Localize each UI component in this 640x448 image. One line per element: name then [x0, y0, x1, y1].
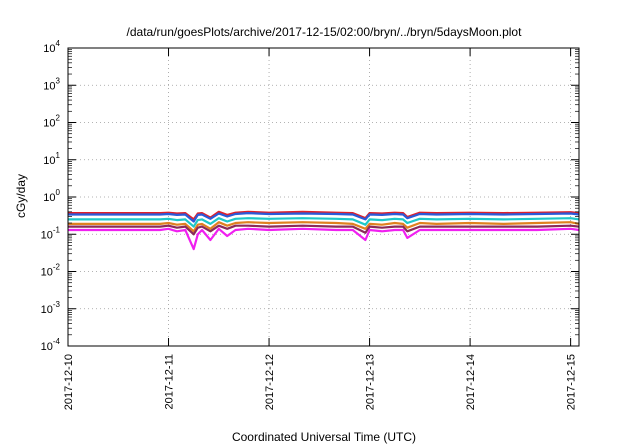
x-tick-label: 2017-12-12	[264, 354, 276, 410]
series-line	[68, 212, 580, 223]
x-axis-label: Coordinated Universal Time (UTC)	[232, 430, 416, 444]
x-ticks: 2017-12-10 2017-12-11 2017-12-12 2017-12-13…	[63, 48, 578, 410]
series-line	[68, 224, 580, 236]
plot-frame	[67, 47, 580, 347]
series-line	[68, 210, 580, 221]
y-tick-label: 10-2	[41, 263, 61, 279]
x-tick-label: 2017-12-15	[566, 354, 578, 410]
series-line	[68, 227, 580, 251]
chart-title: /data/run/goesPlots/archive/2017-12-15/0…	[127, 25, 523, 39]
y-ticks: 10-4 10-3 10-2 10-1 100 101 102 103 104	[41, 39, 579, 353]
y-tick-label: 100	[43, 188, 60, 204]
y-tick-label: 101	[43, 151, 60, 167]
y-tick-label: 10-1	[41, 225, 61, 241]
x-tick-label: 2017-12-11	[164, 354, 176, 409]
x-tick-label: 2017-12-10	[63, 354, 75, 410]
y-tick-label: 10-3	[41, 300, 61, 316]
y-tick-label: 104	[43, 39, 60, 55]
x-tick-label: 2017-12-13	[365, 354, 377, 410]
grid	[68, 48, 579, 346]
series-line	[68, 217, 580, 228]
x-tick-label: 2017-12-14	[465, 354, 477, 410]
y-axis-label: cGy/day	[14, 174, 28, 218]
y-tick-label: 103	[43, 76, 60, 92]
series-line	[68, 221, 580, 233]
y-tick-label: 102	[43, 114, 60, 130]
y-tick-label: 10-4	[41, 337, 61, 353]
data-series	[68, 210, 580, 251]
